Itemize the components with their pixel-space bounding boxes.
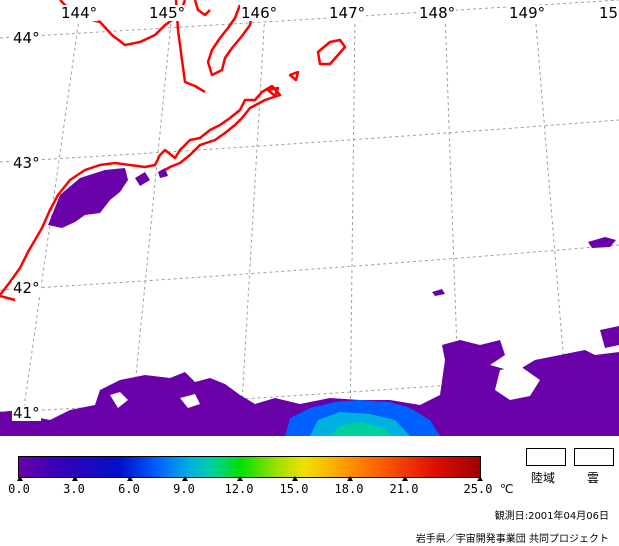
latitude-label: 42° xyxy=(12,279,41,297)
credit-text: 岩手県／宇宙開発事業団 共同プロジェクト xyxy=(415,534,609,545)
latitude-label: 41° xyxy=(12,404,41,422)
colorbar-tick-label: 21.0 xyxy=(389,482,419,496)
meridian-144 xyxy=(19,11,81,436)
meridian-146 xyxy=(239,11,266,436)
latitude-label: 43° xyxy=(12,154,41,172)
colorbar-tick xyxy=(347,476,353,481)
longitude-label: 149° xyxy=(508,4,547,22)
colorbar-tick xyxy=(292,476,298,481)
parallel-44 xyxy=(0,0,619,39)
longitude-label: 145° xyxy=(148,4,187,22)
longitude-label: 147° xyxy=(328,4,367,22)
parallel-43 xyxy=(0,119,619,163)
parallel-42 xyxy=(0,244,619,291)
cloud-legend-label: 雲 xyxy=(587,471,600,485)
colorbar-tick xyxy=(402,476,408,481)
colorbar-tick-label: 25.0 xyxy=(463,482,493,496)
longitude-label: 148° xyxy=(418,4,457,22)
longitude-label: 144° xyxy=(60,4,99,22)
longitude-label: 146° xyxy=(240,4,279,22)
colorbar-tick xyxy=(17,476,23,481)
longitude-label: 15 xyxy=(598,4,619,22)
colorbar-tick xyxy=(477,476,483,481)
colorbar-tick-label: 3.0 xyxy=(63,482,85,496)
temperature-colorbar xyxy=(18,456,481,478)
cloud-legend-swatch xyxy=(574,448,614,466)
colorbar-tick xyxy=(182,476,188,481)
colorbar-tick xyxy=(237,476,243,481)
sst-warm-area xyxy=(285,400,440,436)
meridian-147 xyxy=(349,11,356,436)
colorbar-tick-label: 12.0 xyxy=(224,482,254,496)
coastline xyxy=(0,0,347,302)
colorbar-tick-label: 15.0 xyxy=(279,482,309,496)
colorbar-tick-label: 0.0 xyxy=(8,482,30,496)
sst-map: 144° 145° 146° 147° 148° 149° 15 44° 43°… xyxy=(0,0,619,436)
latitude-label: 44° xyxy=(12,29,41,47)
colorbar-tick xyxy=(72,476,78,481)
observation-date: 観測日:2001年04月06日 xyxy=(494,511,609,522)
colorbar-tick-label: 18.0 xyxy=(334,482,364,496)
colorbar-tick-label: 9.0 xyxy=(173,482,195,496)
sst-cold-areas xyxy=(0,168,619,436)
colorbar-unit: ℃ xyxy=(500,482,514,496)
meridian-145 xyxy=(129,11,173,436)
meridian-148 xyxy=(444,11,461,436)
colorbar-tick xyxy=(127,476,133,481)
land-legend-label: 陸域 xyxy=(531,471,556,485)
map-canvas xyxy=(0,0,619,436)
colorbar-tick-label: 6.0 xyxy=(118,482,140,496)
land-legend-swatch xyxy=(526,448,566,466)
